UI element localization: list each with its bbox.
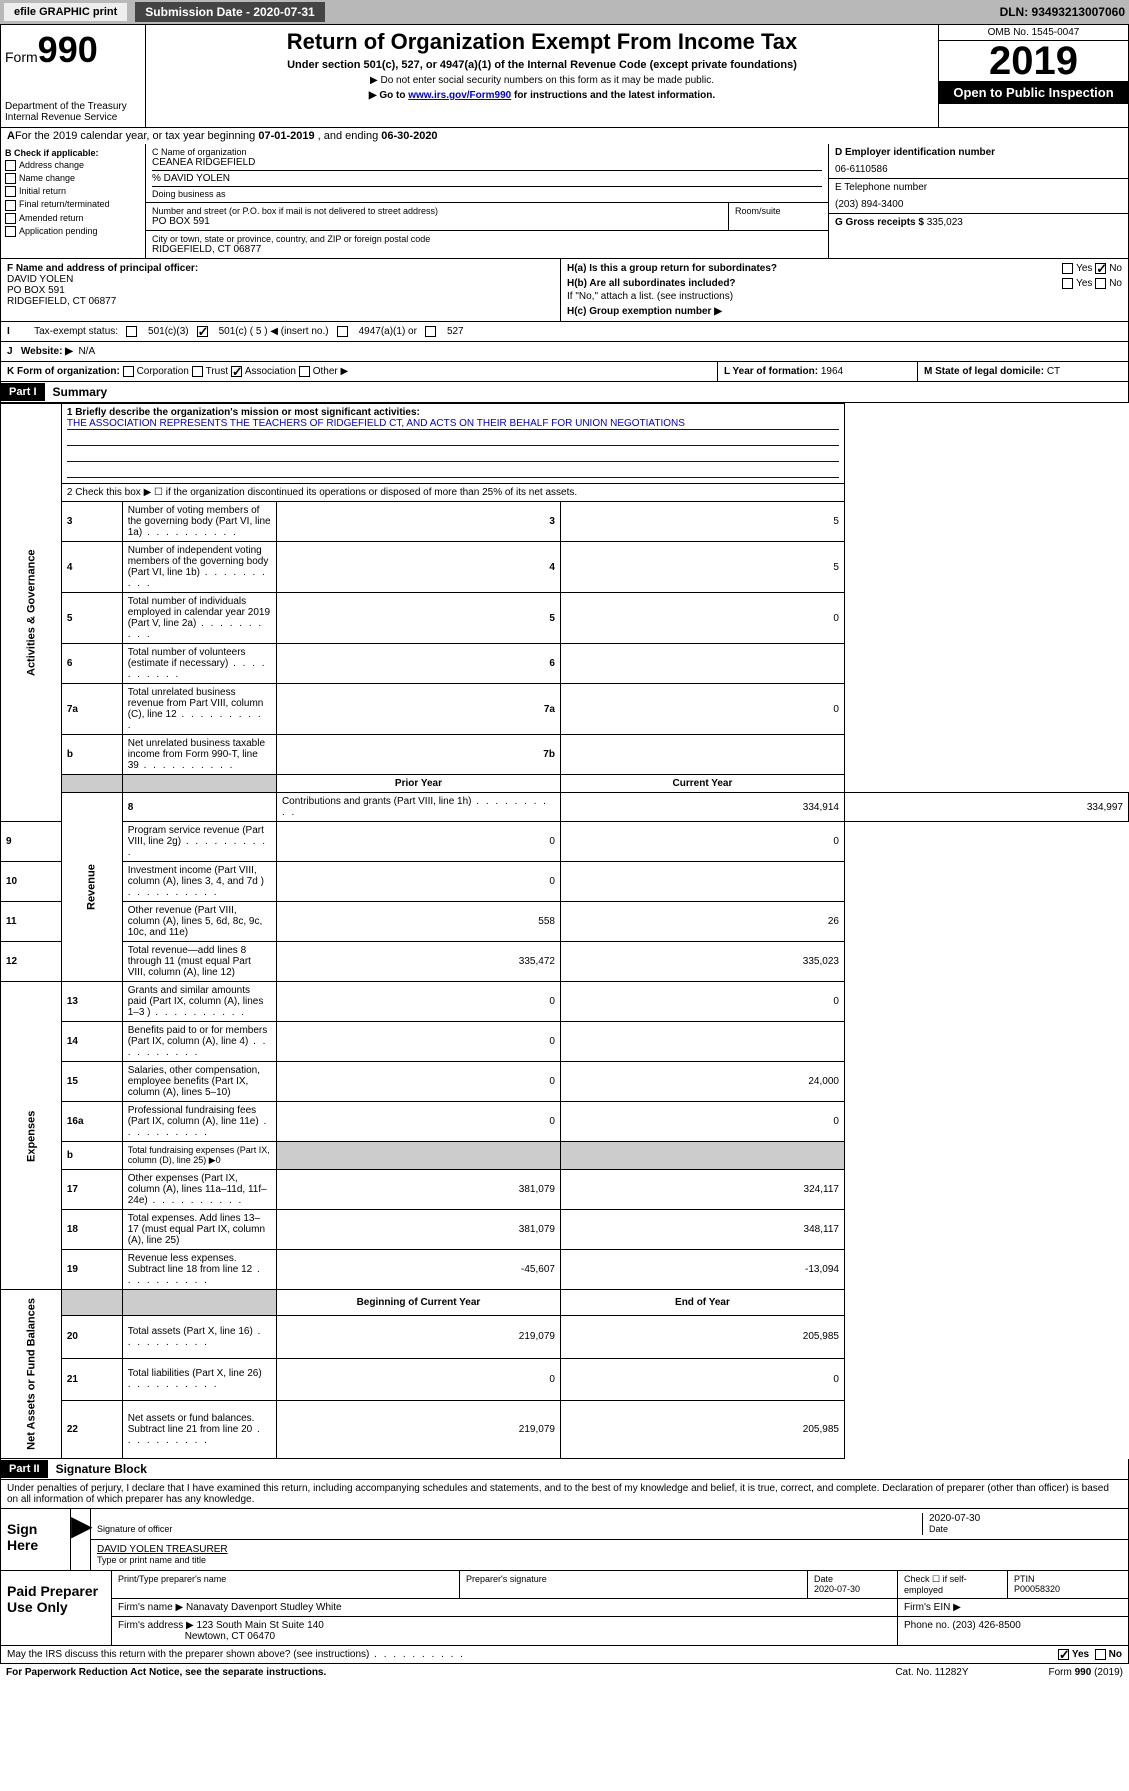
note-ssn: ▶ Do not enter social security numbers o… xyxy=(150,75,934,86)
part2-header: Part II Signature Block xyxy=(0,1459,1129,1480)
submission-date: Submission Date - 2020-07-31 xyxy=(135,2,324,22)
officer-name: DAVID YOLEN xyxy=(7,274,73,285)
section-activities: Activities & Governance xyxy=(1,404,62,822)
h-c: H(c) Group exemption number ▶ xyxy=(567,306,1122,317)
ein: 06-6110586 xyxy=(835,164,1122,175)
form-title: Return of Organization Exempt From Incom… xyxy=(150,29,934,55)
city-state-zip: RIDGEFIELD, CT 06877 xyxy=(152,244,822,255)
street-address: PO BOX 591 xyxy=(152,216,722,227)
form-header: Form990 Department of the Treasury Inter… xyxy=(0,24,1129,128)
website-row: J Website: ▶ N/A xyxy=(0,342,1129,362)
tax-year: 2019 xyxy=(939,41,1128,81)
check-final: Final return/terminated xyxy=(5,199,141,210)
form-number: Form990 xyxy=(5,29,141,71)
addr-label: Number and street (or P.O. box if mail i… xyxy=(152,206,722,216)
check-pending: Application pending xyxy=(5,226,141,237)
phone-label: E Telephone number xyxy=(835,182,1122,193)
h-b-note: If "No," attach a list. (see instruction… xyxy=(567,291,1122,302)
summary-table: Activities & Governance 1 Briefly descri… xyxy=(0,403,1129,1459)
check-name: Name change xyxy=(5,173,141,184)
care-of: % DAVID YOLEN xyxy=(152,170,822,184)
box-b: B Check if applicable: Address change Na… xyxy=(1,144,146,258)
room-label: Room/suite xyxy=(728,203,828,230)
department: Department of the Treasury Internal Reve… xyxy=(5,101,141,123)
declaration: Under penalties of perjury, I declare th… xyxy=(0,1480,1129,1509)
check-address: Address change xyxy=(5,160,141,171)
officer-row: F Name and address of principal officer:… xyxy=(0,259,1129,322)
ein-label: D Employer identification number xyxy=(835,147,995,158)
section-expenses: Expenses xyxy=(1,982,62,1290)
gross-label: G Gross receipts $ xyxy=(835,217,927,228)
sign-here: Sign Here ▶ Signature of officer 2020-07… xyxy=(0,1509,1129,1571)
phone: (203) 894-3400 xyxy=(835,199,1122,210)
h-b: H(b) Are all subordinates included? Yes … xyxy=(567,278,1122,289)
form-subtitle: Under section 501(c), 527, or 4947(a)(1)… xyxy=(150,59,934,71)
open-public: Open to Public Inspection xyxy=(939,81,1128,104)
paid-preparer: Paid Preparer Use Only Print/Type prepar… xyxy=(0,1571,1129,1646)
discuss-row: May the IRS discuss this return with the… xyxy=(0,1646,1129,1664)
topbar: efile GRAPHIC print Submission Date - 20… xyxy=(0,0,1129,24)
city-label: City or town, state or province, country… xyxy=(152,234,822,244)
check-amended: Amended return xyxy=(5,213,141,224)
section-revenue: Revenue xyxy=(61,793,122,982)
section-netassets: Net Assets or Fund Balances xyxy=(1,1290,62,1459)
dba-label: Doing business as xyxy=(152,186,822,199)
line2: 2 Check this box ▶ ☐ if the organization… xyxy=(61,484,844,502)
h-a: H(a) Is this a group return for subordin… xyxy=(567,263,1122,274)
org-name-label: C Name of organization xyxy=(152,147,822,157)
dln: DLN: 93493213007060 xyxy=(1000,5,1125,19)
efile-label: efile GRAPHIC print xyxy=(4,3,127,21)
officer-label: F Name and address of principal officer: xyxy=(7,263,198,274)
officer-addr2: RIDGEFIELD, CT 06877 xyxy=(7,296,116,307)
form-type-row: K Form of organization: Corporation Trus… xyxy=(0,362,1129,382)
footer: For Paperwork Reduction Act Notice, see … xyxy=(0,1664,1129,1681)
info-grid: B Check if applicable: Address change Na… xyxy=(0,144,1129,259)
mission-text: THE ASSOCIATION REPRESENTS THE TEACHERS … xyxy=(67,418,839,430)
note-link: ▶ Go to www.irs.gov/Form990 for instruct… xyxy=(150,90,934,101)
irs-link[interactable]: www.irs.gov/Form990 xyxy=(408,90,511,101)
part1-header: Part I Summary xyxy=(0,382,1129,403)
officer-addr1: PO BOX 591 xyxy=(7,285,65,296)
period-row: AFor the 2019 calendar year, or tax year… xyxy=(0,128,1129,144)
org-name: CEANEA RIDGEFIELD xyxy=(152,157,822,168)
gross-receipts: 335,023 xyxy=(927,217,963,228)
check-initial: Initial return xyxy=(5,186,141,197)
tax-status-row: I Tax-exempt status: 501(c)(3) 501(c) ( … xyxy=(0,322,1129,342)
